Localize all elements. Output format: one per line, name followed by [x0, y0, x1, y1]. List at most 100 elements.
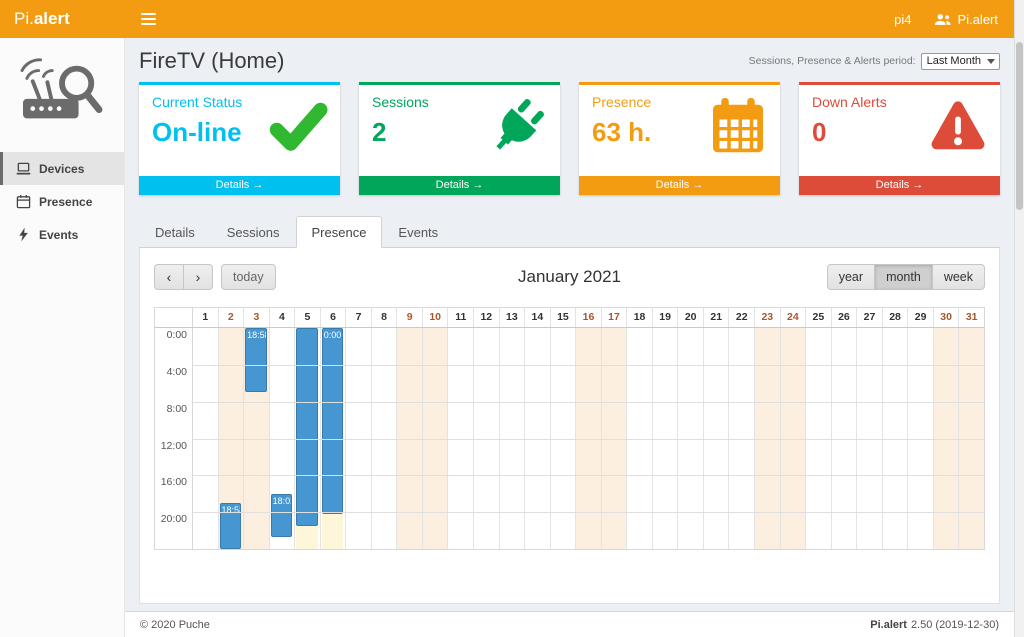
check-icon: [268, 96, 328, 156]
warning-icon: [928, 96, 988, 156]
sidebar-item-presence[interactable]: Presence: [0, 185, 124, 218]
day-column-19[interactable]: [653, 328, 679, 549]
infobox-details-link[interactable]: Details →: [579, 176, 780, 195]
day-column-11[interactable]: [448, 328, 475, 549]
day-column-6[interactable]: 0:00 -: [321, 328, 347, 549]
day-header-11: 11: [448, 308, 475, 327]
calendar-toolbar: ‹ › today January 2021 year month week: [154, 264, 985, 291]
sidebar-toggle-icon[interactable]: [137, 9, 160, 29]
infobox-value: 63 h.: [592, 117, 652, 147]
infobox-title: Current Status: [152, 94, 243, 110]
sidebar-item-label: Devices: [39, 161, 85, 176]
presence-event[interactable]: 18:58: [219, 502, 242, 549]
day-column-31[interactable]: [959, 328, 984, 549]
sidebar-item-label: Presence: [39, 194, 93, 209]
day-column-2[interactable]: 18:58: [218, 328, 245, 549]
calendar-prev-button[interactable]: ‹: [154, 264, 184, 290]
infobox-details-link[interactable]: Details →: [359, 176, 560, 195]
day-column-8[interactable]: [372, 328, 398, 549]
day-header-23: 23: [755, 308, 781, 327]
tab-events[interactable]: Events: [398, 225, 439, 240]
day-column-13[interactable]: [500, 328, 526, 549]
day-header-6: 6: [321, 308, 347, 327]
day-header-2: 2: [219, 308, 245, 327]
presence-event[interactable]: [296, 328, 318, 526]
sidebar-item-devices[interactable]: Devices: [0, 152, 124, 185]
presence-event[interactable]: 0:00 -: [321, 328, 344, 515]
infobox-title: Presence: [592, 94, 652, 110]
hostname-link[interactable]: pi4: [894, 11, 912, 27]
day-column-25[interactable]: [806, 328, 832, 549]
day-column-14[interactable]: [525, 328, 551, 549]
day-column-17[interactable]: [601, 328, 628, 549]
scrollbar-thumb[interactable]: [1016, 42, 1023, 210]
calendar-next-button[interactable]: ›: [183, 264, 213, 290]
day-column-29[interactable]: [908, 328, 934, 549]
event-time-label: 18:02: [272, 496, 292, 507]
tab-sessions[interactable]: Sessions: [226, 225, 280, 240]
day-header-27: 27: [857, 308, 883, 327]
day-column-12[interactable]: [474, 328, 500, 549]
bolt-icon: [16, 227, 31, 242]
period-selector: Sessions, Presence & Alerts period: Last…: [748, 52, 1000, 70]
laptop-icon: [16, 161, 31, 176]
day-column-23[interactable]: [755, 328, 781, 549]
day-column-3[interactable]: 18:58: [244, 328, 270, 549]
pending-segment: [321, 514, 344, 549]
day-column-16[interactable]: [576, 328, 602, 549]
presence-event[interactable]: 18:58: [245, 328, 267, 393]
day-header-30: 30: [934, 308, 960, 327]
day-header-28: 28: [883, 308, 909, 327]
day-column-28[interactable]: [883, 328, 909, 549]
day-column-1[interactable]: [193, 328, 219, 549]
time-label: 20:00: [160, 513, 187, 526]
day-column-20[interactable]: [678, 328, 704, 549]
day-column-22[interactable]: [729, 328, 756, 549]
infobox-details-link[interactable]: Details →: [139, 176, 340, 195]
tab-details[interactable]: Details: [155, 225, 195, 240]
infobox-value: 0: [812, 117, 827, 147]
day-column-24[interactable]: [780, 328, 807, 549]
calendar-today-button[interactable]: today: [221, 264, 276, 290]
day-column-26[interactable]: [832, 328, 858, 549]
day-column-21[interactable]: [704, 328, 730, 549]
vertical-scrollbar[interactable]: [1014, 0, 1024, 637]
day-column-4[interactable]: 18:02: [270, 328, 296, 549]
arrow-circle-right-icon: →: [472, 179, 484, 191]
calendar-view-week[interactable]: week: [931, 264, 985, 290]
day-column-18[interactable]: [627, 328, 653, 549]
day-header-26: 26: [832, 308, 858, 327]
brand-logo[interactable]: Pi.alert: [0, 9, 125, 29]
main-content: FireTV (Home) Sessions, Presence & Alert…: [125, 38, 1014, 637]
day-column-27[interactable]: [857, 328, 883, 549]
day-header-15: 15: [551, 308, 577, 327]
period-label: Sessions, Presence & Alerts period:: [748, 55, 916, 67]
tab-presence[interactable]: Presence: [295, 216, 383, 248]
infobox-details-link[interactable]: Details →: [799, 176, 1000, 195]
pending-segment: [296, 525, 318, 549]
arrow-circle-right-icon: →: [692, 179, 704, 191]
event-time-label: 0:00 -: [323, 330, 343, 340]
infobox-value: 2: [372, 117, 387, 147]
day-column-9[interactable]: [397, 328, 423, 549]
day-header-14: 14: [525, 308, 551, 327]
presence-event[interactable]: 18:02: [270, 494, 293, 538]
top-navbar: Pi.alert pi4 Pi.alert: [0, 0, 1014, 38]
day-column-7[interactable]: [346, 328, 372, 549]
period-select[interactable]: Last Month: [920, 52, 1000, 70]
day-column-5[interactable]: [295, 328, 321, 549]
day-column-15[interactable]: [551, 328, 577, 549]
day-header-5: 5: [295, 308, 321, 327]
day-column-10[interactable]: [422, 328, 449, 549]
day-column-30[interactable]: [933, 328, 960, 549]
time-label: 8:00: [166, 402, 187, 415]
sidebar-item-events[interactable]: Events: [0, 218, 124, 251]
calendar-view-year[interactable]: year: [826, 264, 876, 290]
user-menu[interactable]: Pi.alert: [934, 12, 998, 27]
infobox-sessions: Sessions 2 Details →: [359, 82, 560, 195]
day-header-25: 25: [806, 308, 832, 327]
day-header-18: 18: [627, 308, 653, 327]
calendar-view-month[interactable]: month: [874, 264, 933, 290]
day-header-21: 21: [704, 308, 730, 327]
calendar-icon: [708, 96, 768, 156]
